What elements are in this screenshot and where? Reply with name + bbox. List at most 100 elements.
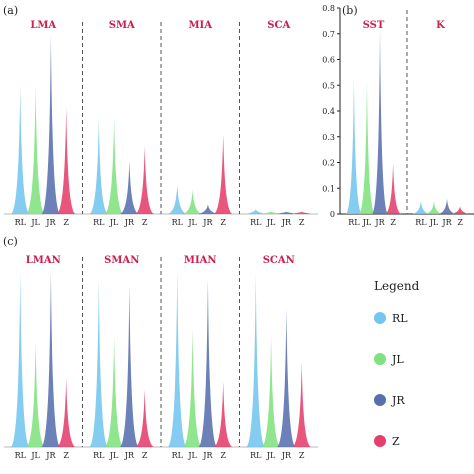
peak-Z (135, 146, 155, 214)
peak-Z (384, 162, 402, 214)
y-tick-label: 0 (330, 210, 335, 219)
group-title: K (436, 20, 445, 31)
x-tick-label: RL (15, 218, 27, 227)
legend-swatch-Z (374, 435, 386, 447)
group-title: SCA (267, 20, 290, 31)
x-tick-label: Z (457, 218, 463, 227)
peak-Z (213, 381, 233, 447)
x-tick-label: JL (30, 218, 40, 227)
legend-label: RL (392, 312, 408, 325)
y-tick-label: 0.8 (322, 4, 335, 13)
x-tick-label: Z (390, 218, 396, 227)
peak-Z (56, 377, 76, 447)
x-tick-label: RL (172, 451, 184, 460)
peak-Z (213, 133, 233, 214)
peak-Z (451, 206, 469, 214)
legend-swatch-JL (374, 353, 386, 365)
peak-JL (104, 117, 124, 214)
group-title: LMA (30, 20, 56, 31)
peak-Z (292, 362, 312, 447)
peak-JR (198, 278, 218, 447)
y-tick-label: 0.3 (322, 133, 335, 142)
x-tick-label: RL (93, 451, 105, 460)
legend-swatch-JR (374, 394, 386, 406)
peak-JL (358, 80, 376, 214)
peak-RL (412, 201, 430, 214)
group-title: SCAN (263, 255, 295, 266)
x-tick-label: RL (93, 218, 105, 227)
x-tick-label: RL (172, 218, 184, 227)
x-tick-label: JL (109, 218, 119, 227)
group-title: MIAN (184, 255, 217, 266)
x-tick-label: RL (415, 218, 427, 227)
peak-JR (119, 160, 139, 214)
group-title: LMAN (26, 255, 61, 266)
peak-JL (183, 189, 203, 214)
peak-JR (119, 285, 139, 447)
x-tick-label: JL (362, 218, 372, 227)
peak-JR (276, 308, 296, 447)
legend-label: JR (391, 394, 405, 407)
x-tick-label: JL (187, 218, 197, 227)
x-tick-label: Z (220, 451, 226, 460)
peak-RL (10, 85, 30, 214)
peak-JL (104, 335, 124, 447)
peak-JL (261, 335, 281, 447)
y-tick-label: 0.4 (322, 107, 335, 116)
x-tick-label: JR (202, 218, 213, 227)
group-title: SMAN (104, 255, 139, 266)
x-tick-label: Z (299, 218, 305, 227)
y-tick-label: 0.2 (322, 159, 335, 168)
peak-JL (261, 211, 281, 214)
x-tick-label: JR (45, 451, 56, 460)
x-tick-label: Z (220, 218, 226, 227)
peak-RL (246, 274, 266, 447)
x-tick-label: JR (374, 218, 385, 227)
peak-Z (292, 211, 312, 214)
panel-letter-b: (b) (342, 4, 358, 17)
x-tick-label: JR (281, 451, 292, 460)
legend-swatch-RL (374, 312, 386, 324)
x-tick-label: Z (299, 451, 305, 460)
x-tick-label: JL (109, 451, 119, 460)
x-tick-label: JL (266, 218, 276, 227)
peak-RL (89, 278, 109, 447)
peak-Z (135, 389, 155, 447)
x-tick-label: RL (250, 451, 262, 460)
x-tick-label: RL (348, 218, 360, 227)
group-title: MIA (188, 20, 212, 31)
x-tick-label: JL (266, 451, 276, 460)
peak-JR (41, 34, 61, 214)
legend-title: Legend (374, 279, 420, 293)
group-title: SST (363, 20, 385, 31)
legend: Legend RL JL JR Z (374, 279, 420, 448)
peak-JL (26, 85, 46, 214)
x-tick-label: JR (441, 218, 452, 227)
peak-JR (438, 198, 456, 214)
x-tick-label: JR (124, 451, 135, 460)
y-tick-label: 0.6 (322, 56, 335, 65)
x-tick-label: Z (142, 218, 148, 227)
group-title: SMA (109, 20, 135, 31)
peak-JR (276, 211, 296, 214)
peak-JR (371, 28, 389, 214)
peak-JL (183, 327, 203, 447)
y-tick-label: 0.5 (322, 81, 335, 90)
x-tick-label: Z (142, 451, 148, 460)
peak-Z (56, 107, 76, 214)
peak-JR (198, 204, 218, 214)
x-tick-label: JL (30, 451, 40, 460)
peak-RL (10, 270, 30, 447)
peak-JL (425, 201, 443, 214)
x-tick-label: RL (250, 218, 262, 227)
x-tick-label: JR (202, 451, 213, 460)
x-tick-label: JL (429, 218, 439, 227)
peak-RL (246, 209, 266, 214)
x-tick-label: JR (124, 218, 135, 227)
x-tick-label: JR (281, 218, 292, 227)
peak-RL (167, 270, 187, 447)
peak-RL (167, 184, 187, 214)
y-tick-label: 0.7 (322, 30, 335, 39)
